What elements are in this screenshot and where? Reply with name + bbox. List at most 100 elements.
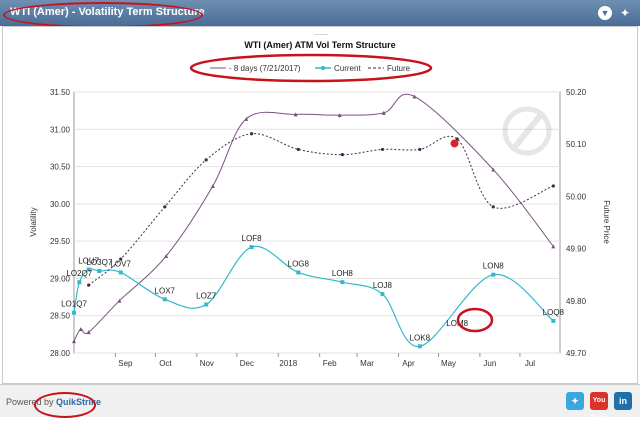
future-point bbox=[119, 257, 123, 261]
current-point bbox=[77, 280, 82, 285]
current-point bbox=[162, 297, 167, 302]
y2-tick-label: 50.10 bbox=[566, 140, 587, 149]
plot-area bbox=[73, 91, 561, 354]
past-point bbox=[337, 113, 342, 118]
legend-entry-current[interactable]: Current bbox=[334, 64, 361, 73]
point-label: LOV7 bbox=[110, 259, 131, 268]
lom8-highlight-oval bbox=[456, 307, 494, 333]
y2-tick-label: 49.90 bbox=[566, 245, 587, 254]
y-tick-label: 31.00 bbox=[50, 125, 71, 134]
future-point bbox=[296, 147, 300, 152]
y-tick-label: 29.50 bbox=[50, 237, 71, 246]
future-point bbox=[340, 153, 344, 157]
y-tick-label: 30.00 bbox=[50, 200, 71, 209]
chart-title: WTI (Amer) ATM Vol Term Structure bbox=[244, 40, 395, 50]
titlebar-icons: ▼ ✦ bbox=[598, 6, 632, 20]
current-point bbox=[97, 268, 102, 273]
future-point bbox=[418, 147, 422, 152]
past-point bbox=[117, 298, 122, 303]
twitter-bird-icon[interactable]: ✦ bbox=[619, 6, 631, 20]
x-tick-label: Dec bbox=[240, 359, 254, 368]
future-point bbox=[204, 158, 208, 162]
y2-tick-label: 50.00 bbox=[566, 192, 587, 201]
point-label: LOJ8 bbox=[373, 281, 393, 290]
y2-axis-label: Future Price bbox=[602, 200, 611, 244]
past-point bbox=[86, 330, 91, 335]
y-tick-label: 29.00 bbox=[50, 274, 71, 283]
twitter-icon[interactable]: ✦ bbox=[566, 392, 584, 410]
linkedin-icon[interactable]: in bbox=[614, 392, 632, 410]
past-point bbox=[210, 183, 215, 188]
past-point bbox=[293, 112, 298, 117]
legend-entry-past[interactable]: - 8 days (7/21/2017) bbox=[229, 64, 301, 73]
point-label: LOM8 bbox=[446, 319, 468, 328]
current-point bbox=[491, 272, 496, 277]
current-point bbox=[72, 310, 76, 315]
x-tick-label: Mar bbox=[360, 359, 374, 368]
current-point bbox=[551, 318, 556, 323]
series-layer bbox=[72, 93, 556, 349]
x-tick-label: Jul bbox=[525, 359, 535, 368]
past-point bbox=[412, 94, 417, 99]
y2-axis-ticks: 50.20 50.10 50.00 49.90 49.80 49.70 bbox=[566, 88, 587, 358]
resize-grip-icon[interactable]: ········ bbox=[314, 30, 328, 39]
point-label: LOF8 bbox=[242, 234, 263, 243]
y-axis-ticks: 31.50 31.00 30.50 30.00 29.50 29.00 28.50 28.00 bbox=[50, 88, 71, 358]
legend: - 8 days (7/21/2017) Current Future bbox=[189, 53, 433, 83]
past-point bbox=[551, 244, 556, 249]
future-point bbox=[455, 137, 459, 141]
brand-highlight-oval bbox=[34, 392, 96, 418]
point-label: LOU7 bbox=[78, 256, 99, 265]
y-tick-label: 28.50 bbox=[50, 312, 71, 321]
point-label: LO3Q7 bbox=[86, 258, 112, 267]
point-label: LOX7 bbox=[155, 286, 176, 295]
current-point bbox=[296, 270, 301, 275]
future-point bbox=[551, 184, 555, 188]
current-point bbox=[249, 245, 254, 250]
current-point bbox=[118, 270, 123, 275]
past-point bbox=[164, 254, 169, 259]
point-label: LO2Q7 bbox=[66, 269, 92, 278]
point-label: LOG8 bbox=[288, 259, 310, 268]
current-point bbox=[380, 292, 385, 297]
current-point bbox=[204, 302, 209, 307]
annotation-dot bbox=[450, 139, 459, 148]
past-point bbox=[78, 327, 83, 332]
point-label: LOQ8 bbox=[543, 308, 565, 317]
x-axis-ticks: Sep Oct Nov Dec 2018 Feb Mar Apr May Jun Jul bbox=[114, 353, 535, 368]
youtube-icon[interactable]: You Tube bbox=[590, 392, 608, 422]
powered-label: Powered by bbox=[6, 397, 54, 407]
y2-tick-label: 50.20 bbox=[566, 88, 587, 97]
social-links: ✦ You Tube in bbox=[566, 392, 632, 422]
past-point bbox=[491, 167, 496, 172]
point-label: LOH8 bbox=[332, 269, 353, 278]
point-label: LON8 bbox=[483, 262, 504, 271]
point-label: LO1Q7 bbox=[61, 300, 87, 309]
y-axis-label: Volatility bbox=[29, 207, 38, 236]
x-tick-label: Apr bbox=[402, 359, 415, 368]
y-tick-label: 31.50 bbox=[50, 88, 71, 97]
x-tick-label: Nov bbox=[200, 359, 214, 368]
current-point bbox=[86, 267, 91, 272]
future-point bbox=[380, 147, 385, 152]
y2-tick-label: 49.70 bbox=[566, 349, 587, 358]
chevron-down-icon[interactable]: ▼ bbox=[598, 6, 612, 20]
y2-tick-label: 49.80 bbox=[566, 297, 587, 306]
footer: Powered by QuikStrike ✦ You Tube in bbox=[0, 384, 640, 422]
past-point bbox=[381, 110, 386, 115]
future-point bbox=[87, 283, 91, 287]
current-point bbox=[417, 344, 422, 349]
gridlines bbox=[74, 91, 560, 354]
legend-entry-future[interactable]: Future bbox=[387, 64, 411, 73]
current-vol-series-line bbox=[73, 245, 554, 347]
x-tick-label: 2018 bbox=[279, 359, 297, 368]
future-point bbox=[249, 132, 254, 136]
current-point bbox=[340, 280, 345, 285]
x-tick-label: Oct bbox=[159, 359, 172, 368]
x-tick-label: Jun bbox=[483, 359, 496, 368]
past-point bbox=[72, 339, 76, 344]
legend-highlight-oval bbox=[189, 53, 433, 83]
past-point bbox=[244, 116, 249, 121]
y-tick-label: 28.00 bbox=[50, 349, 71, 358]
